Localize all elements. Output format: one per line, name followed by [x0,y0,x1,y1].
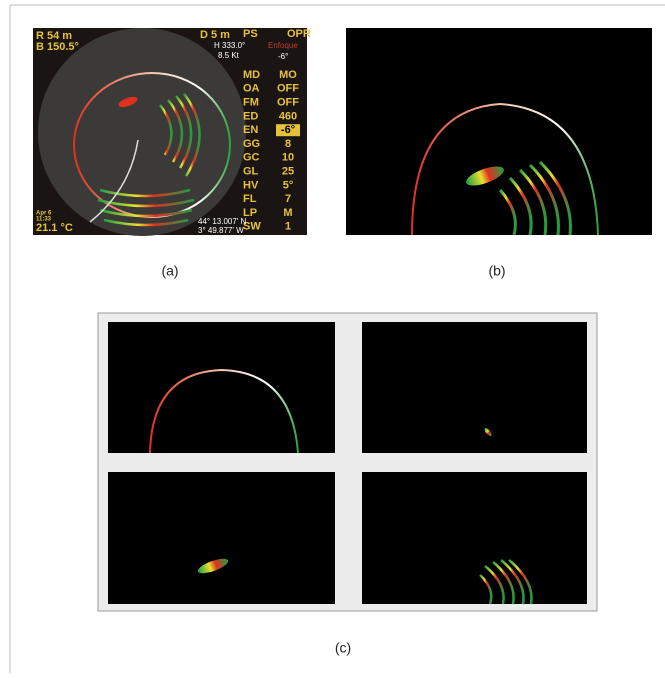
ps-label: PS [243,28,258,40]
caption: (b) [488,263,505,279]
menu-value: OFF [277,83,299,95]
caption: (a) [161,263,178,279]
menu-label: ED [243,110,258,122]
figure: R 54 m B 150.5° D 5 m H 333.0° 8.5 Kt PS… [0,0,665,673]
menu-label: EN [243,124,258,136]
menu-value: 25 [282,166,294,178]
menu-label: OA [243,83,260,95]
menu-value: 10 [282,152,294,164]
latitude: 44° 13.007' N [198,217,247,226]
menu-value: 7 [285,193,291,205]
menu-value: OFF [277,97,299,109]
panel-b [346,28,652,235]
menu-label: HV [243,179,259,191]
menu-label: GG [243,138,260,150]
menu-label: GC [243,152,260,164]
menu-value: 460 [279,110,297,122]
menu-value: 8 [285,138,291,150]
menu-label: GL [243,166,259,178]
panel-a: R 54 m B 150.5° D 5 m H 333.0° 8.5 Kt PS… [33,28,311,236]
menu-value: MO [279,69,297,81]
menu-value: 5° [283,179,294,191]
heading: H 333.0° [214,41,245,50]
menu-value: M [283,207,292,219]
temperature: 21.1 °C [36,222,73,234]
menu-label: MD [243,69,260,81]
menu-label: FM [243,97,259,109]
menu-value: -6° [281,124,295,136]
menu-label: FL [243,193,257,205]
caption: (c) [335,640,351,656]
longitude: 3° 49.877' W [198,226,244,235]
panel-c [98,313,597,611]
bearing: B 150.5° [36,41,79,53]
focus-label: Enfoque [268,41,298,50]
depth: D 5 m [200,29,230,41]
speed: 8.5 Kt [218,51,240,60]
ps-value: OPR [287,28,311,40]
menu-value: 1 [285,221,291,233]
focus-value: -6° [278,52,288,61]
